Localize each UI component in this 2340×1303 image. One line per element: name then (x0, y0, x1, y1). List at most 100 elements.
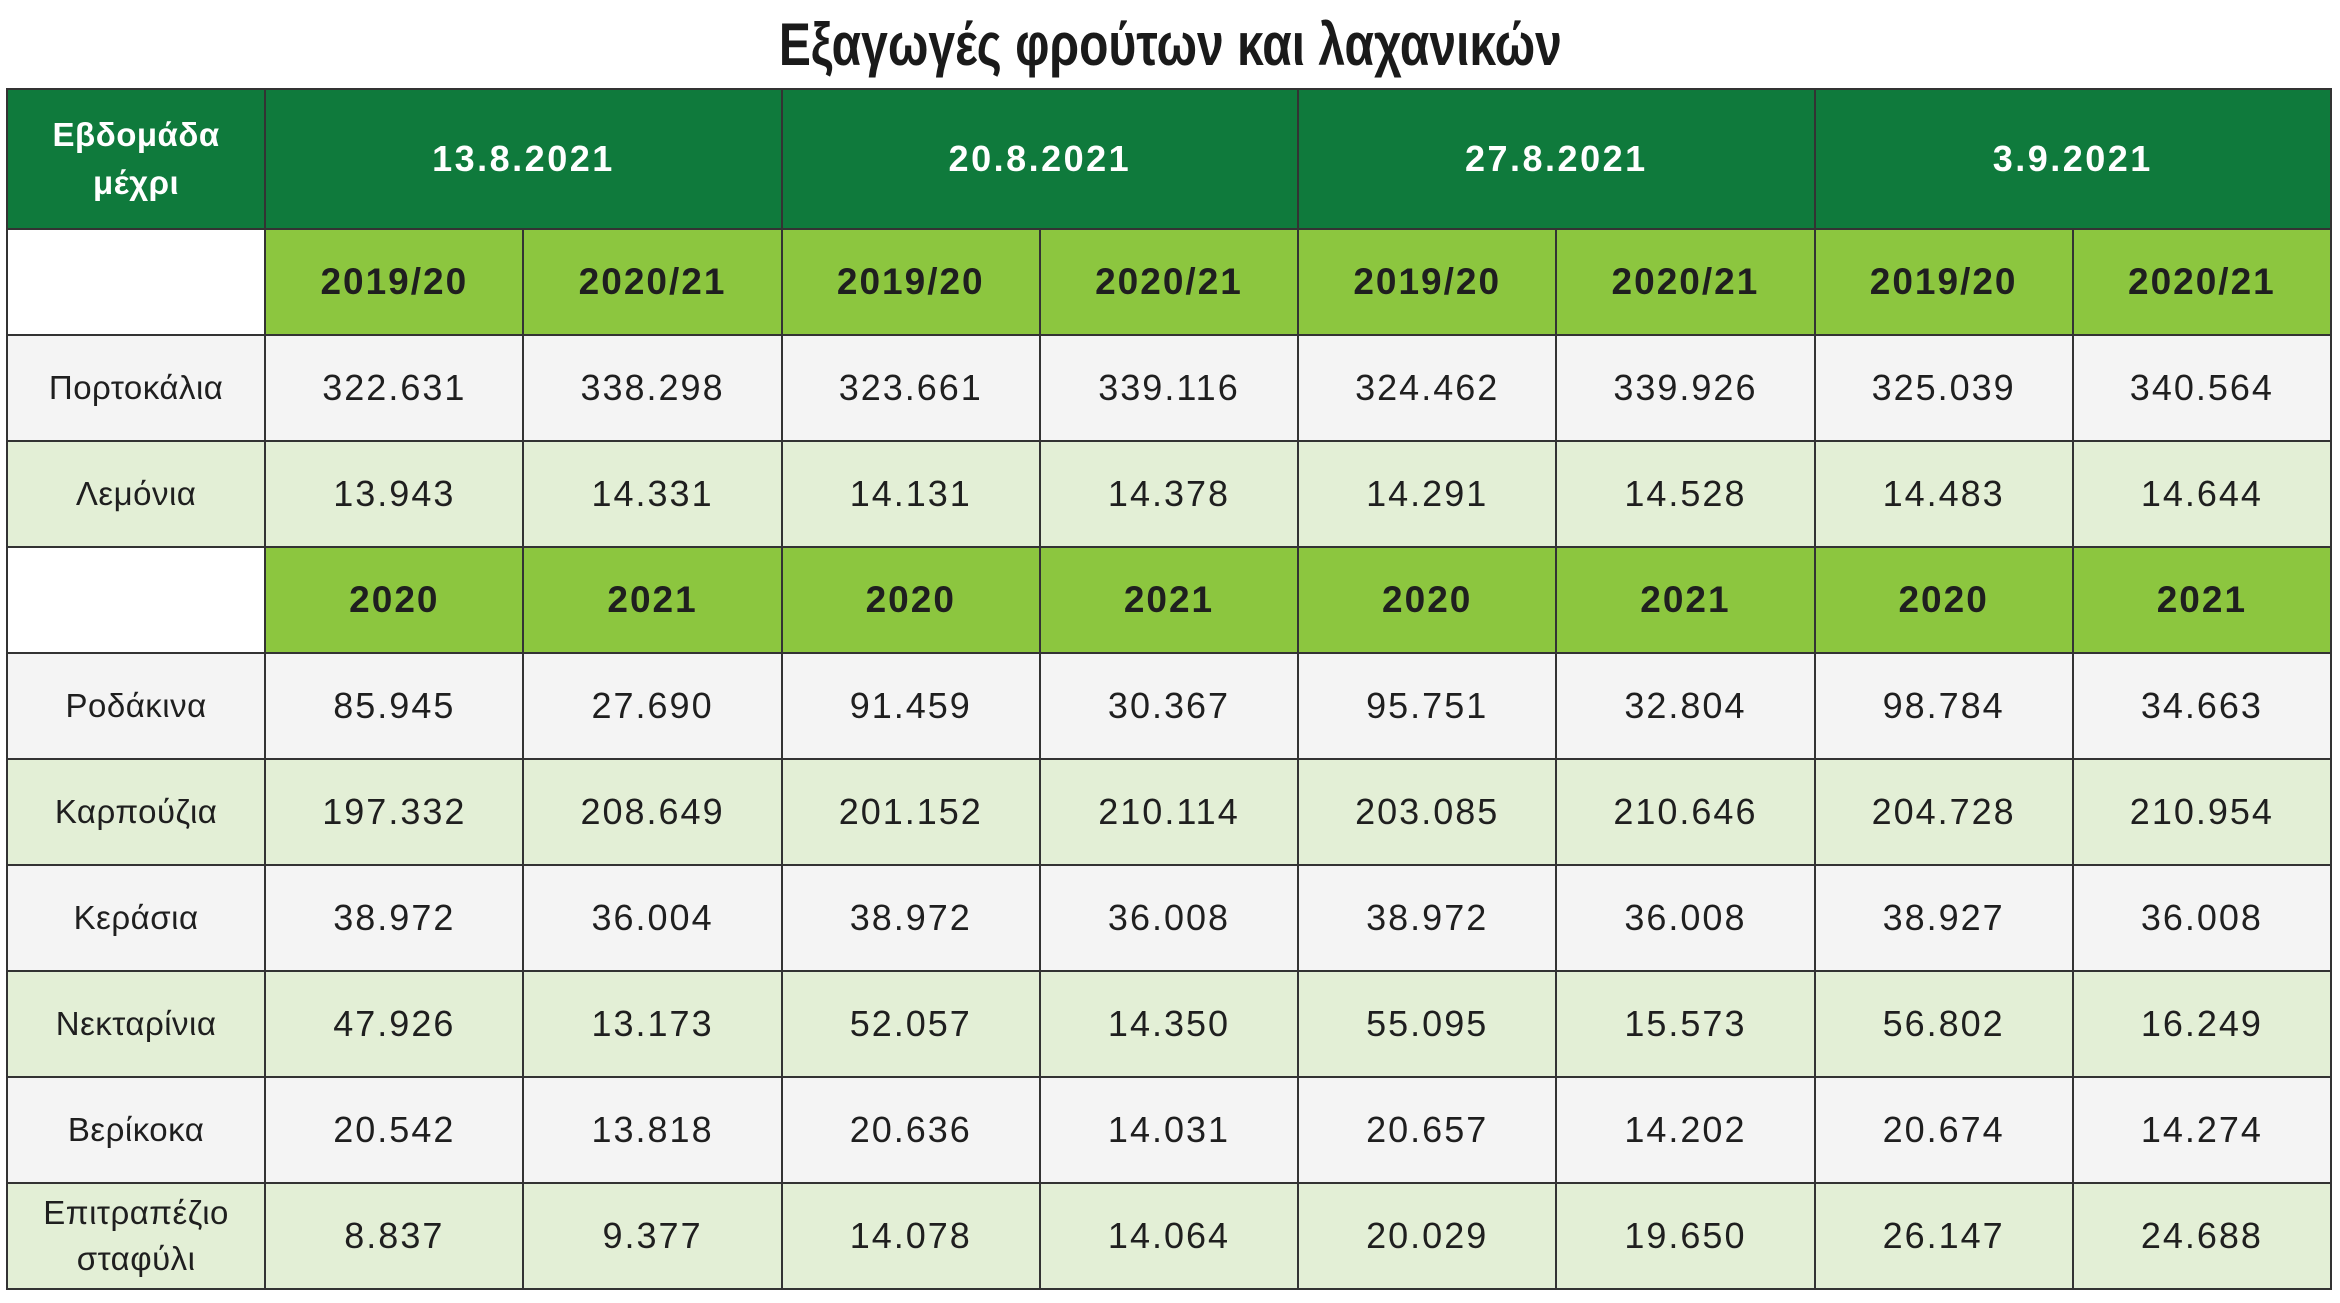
value-cell: 210.646 (1555, 758, 1816, 866)
value-cell: 20.029 (1297, 1182, 1558, 1290)
year-header-row: 2020 2021 2020 2021 2020 2021 2020 2021 (5, 546, 2333, 654)
value-cell: 20.636 (780, 1076, 1041, 1184)
value-cell: 38.972 (1297, 864, 1558, 972)
year-header: 2021 (1555, 546, 1816, 654)
season-header: 2019/20 (1813, 228, 2074, 336)
value-cell: 36.008 (1555, 864, 1816, 972)
value-cell: 38.927 (1813, 864, 2074, 972)
season-header-row: 2019/20 2020/21 2019/20 2020/21 2019/20 … (5, 228, 2333, 336)
row-label: Ροδάκινα (5, 652, 267, 760)
value-cell: 204.728 (1813, 758, 2074, 866)
value-cell: 14.644 (2071, 440, 2333, 548)
value-cell: 14.202 (1555, 1076, 1816, 1184)
value-cell: 197.332 (264, 758, 525, 866)
week-header: 20.8.2021 (780, 88, 1300, 230)
season-header: 2019/20 (780, 228, 1041, 336)
page-title: Εξαγωγές φρούτων και λαχανικών (778, 11, 1562, 78)
table-row: Πορτοκάλια 322.631 338.298 323.661 339.1… (5, 334, 2333, 442)
table-row: Λεμόνια 13.943 14.331 14.131 14.378 14.2… (5, 440, 2333, 548)
value-cell: 13.173 (522, 970, 783, 1078)
exports-table: Εβδομάδα μέχρι 13.8.2021 20.8.2021 27.8.… (5, 88, 2333, 1290)
value-cell: 325.039 (1813, 334, 2074, 442)
value-cell: 34.663 (2071, 652, 2333, 760)
value-cell: 13.943 (264, 440, 525, 548)
value-cell: 95.751 (1297, 652, 1558, 760)
year-header: 2020 (1297, 546, 1558, 654)
corner-header: Εβδομάδα μέχρι (5, 88, 267, 230)
value-cell: 201.152 (780, 758, 1041, 866)
value-cell: 210.954 (2071, 758, 2333, 866)
value-cell: 38.972 (780, 864, 1041, 972)
table-row: Κεράσια 38.972 36.004 38.972 36.008 38.9… (5, 864, 2333, 972)
value-cell: 14.350 (1038, 970, 1300, 1078)
week-header: 3.9.2021 (1813, 88, 2333, 230)
empty-corner-cell (5, 228, 267, 336)
year-header: 2021 (1038, 546, 1300, 654)
value-cell: 85.945 (264, 652, 525, 760)
value-cell: 208.649 (522, 758, 783, 866)
row-label: Πορτοκάλια (5, 334, 267, 442)
season-header: 2020/21 (1038, 228, 1300, 336)
value-cell: 91.459 (780, 652, 1041, 760)
value-cell: 210.114 (1038, 758, 1300, 866)
row-label: Λεμόνια (5, 440, 267, 548)
value-cell: 340.564 (2071, 334, 2333, 442)
value-cell: 56.802 (1813, 970, 2074, 1078)
row-label: Καρπούζια (5, 758, 267, 866)
season-header: 2020/21 (1555, 228, 1816, 336)
value-cell: 339.116 (1038, 334, 1300, 442)
row-label: Επιτραπέζιο σταφύλι (5, 1182, 267, 1290)
corner-header-label: Εβδομάδα μέχρι (52, 116, 220, 201)
value-cell: 324.462 (1297, 334, 1558, 442)
value-cell: 14.483 (1813, 440, 2074, 548)
value-cell: 19.650 (1555, 1182, 1816, 1290)
value-cell: 339.926 (1555, 334, 1816, 442)
value-cell: 55.095 (1297, 970, 1558, 1078)
value-cell: 14.031 (1038, 1076, 1300, 1184)
value-cell: 98.784 (1813, 652, 2074, 760)
value-cell: 322.631 (264, 334, 525, 442)
value-cell: 52.057 (780, 970, 1041, 1078)
value-cell: 338.298 (522, 334, 783, 442)
value-cell: 36.008 (1038, 864, 1300, 972)
value-cell: 16.249 (2071, 970, 2333, 1078)
value-cell: 38.972 (264, 864, 525, 972)
table-row: Καρπούζια 197.332 208.649 201.152 210.11… (5, 758, 2333, 866)
year-header: 2020 (780, 546, 1041, 654)
empty-corner-cell (5, 546, 267, 654)
season-header: 2020/21 (2071, 228, 2333, 336)
value-cell: 203.085 (1297, 758, 1558, 866)
week-header-row: Εβδομάδα μέχρι 13.8.2021 20.8.2021 27.8.… (5, 88, 2333, 230)
value-cell: 20.657 (1297, 1076, 1558, 1184)
year-header: 2020 (1813, 546, 2074, 654)
value-cell: 20.674 (1813, 1076, 2074, 1184)
row-label-text: Επιτραπέζιο σταφύλι (43, 1194, 229, 1277)
value-cell: 14.064 (1038, 1182, 1300, 1290)
table-row: Ροδάκινα 85.945 27.690 91.459 30.367 95.… (5, 652, 2333, 760)
value-cell: 14.378 (1038, 440, 1300, 548)
value-cell: 30.367 (1038, 652, 1300, 760)
season-header: 2020/21 (522, 228, 783, 336)
row-label: Κεράσια (5, 864, 267, 972)
value-cell: 32.804 (1555, 652, 1816, 760)
value-cell: 26.147 (1813, 1182, 2074, 1290)
value-cell: 27.690 (522, 652, 783, 760)
week-header: 13.8.2021 (264, 88, 783, 230)
value-cell: 9.377 (522, 1182, 783, 1290)
season-header: 2019/20 (1297, 228, 1558, 336)
year-header: 2020 (264, 546, 525, 654)
value-cell: 323.661 (780, 334, 1041, 442)
table-row: Βερίκοκα 20.542 13.818 20.636 14.031 20.… (5, 1076, 2333, 1184)
value-cell: 14.331 (522, 440, 783, 548)
value-cell: 36.004 (522, 864, 783, 972)
value-cell: 13.818 (522, 1076, 783, 1184)
year-header: 2021 (2071, 546, 2333, 654)
title-container: Εξαγωγές φρούτων και λαχανικών (0, 10, 2340, 80)
value-cell: 14.131 (780, 440, 1041, 548)
table-row: Νεκταρίνια 47.926 13.173 52.057 14.350 5… (5, 970, 2333, 1078)
week-header: 27.8.2021 (1297, 88, 1816, 230)
value-cell: 15.573 (1555, 970, 1816, 1078)
row-label: Νεκταρίνια (5, 970, 267, 1078)
season-header: 2019/20 (264, 228, 525, 336)
value-cell: 20.542 (264, 1076, 525, 1184)
